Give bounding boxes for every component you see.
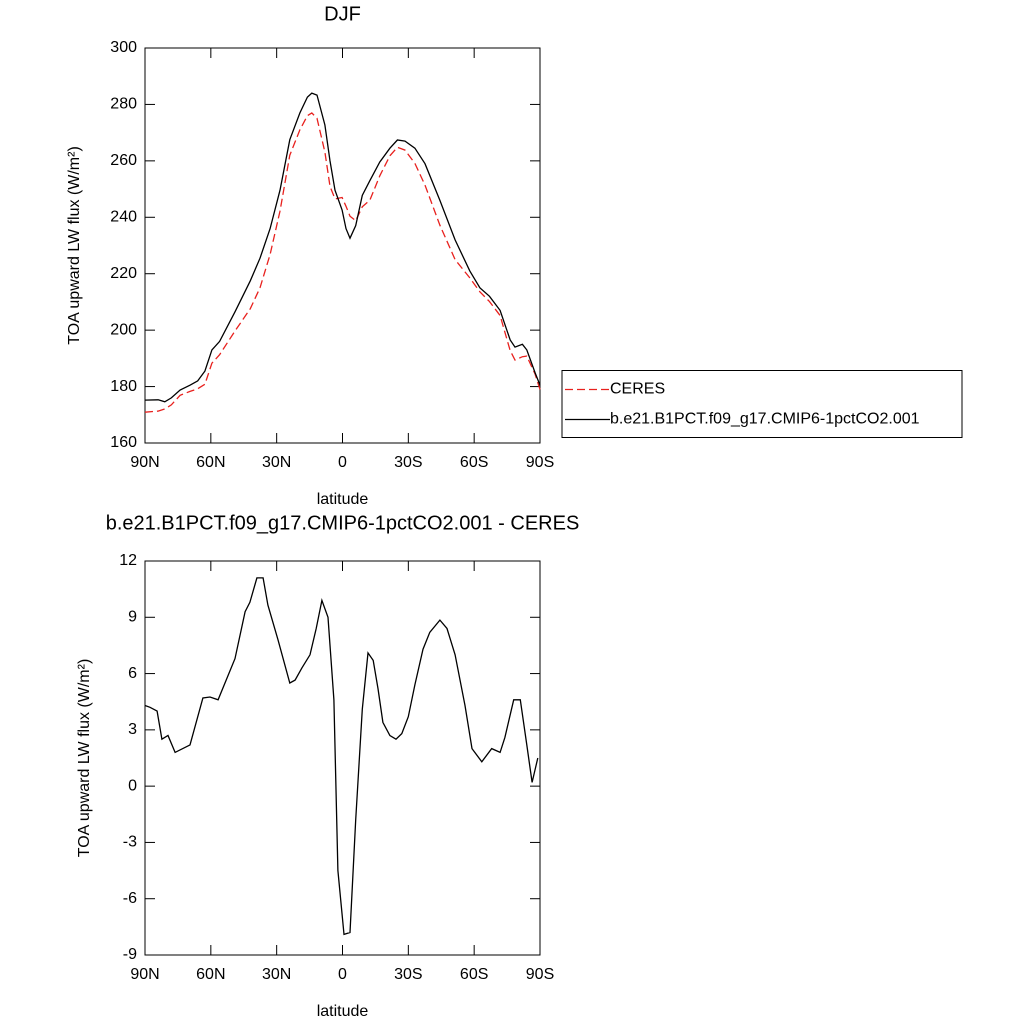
legend-box [561, 370, 963, 438]
y-tick-label: 200 [110, 321, 137, 338]
data-line [144, 92, 541, 403]
x-axis-label: latitude [317, 1003, 369, 1020]
x-tick-label: 30N [262, 966, 291, 983]
y-tick-label: -3 [123, 834, 137, 851]
y-tick-label: -9 [123, 946, 137, 963]
plot-frame [144, 47, 541, 444]
x-axis-label: latitude [317, 491, 369, 508]
x-tick-label: 60S [460, 966, 488, 983]
x-tick-label: 60N [196, 454, 225, 471]
y-tick-label: 9 [128, 609, 137, 626]
y-tick-label: 160 [110, 434, 137, 451]
x-tick-label: 60N [196, 966, 225, 983]
y-tick-label: 260 [110, 152, 137, 169]
y-tick-label: 240 [110, 209, 137, 226]
chart-title: DJF [324, 3, 361, 25]
data-line [144, 112, 541, 413]
y-axis-label: TOA upward LW flux (W/m²) [76, 659, 93, 858]
chart-title: b.e21.B1PCT.f09_g17.CMIP6-1pctCO2.001 - … [106, 512, 580, 534]
y-tick-label: 3 [128, 721, 137, 738]
x-tick-label: 90N [130, 966, 159, 983]
y-tick-label: 300 [110, 39, 137, 56]
y-tick-label: 6 [128, 665, 137, 682]
x-tick-label: 90S [526, 454, 554, 471]
x-tick-label: 0 [338, 454, 347, 471]
legend-label: b.e21.B1PCT.f09_g17.CMIP6-1pctCO2.001 [610, 411, 920, 428]
x-tick-label: 30N [262, 454, 291, 471]
x-tick-label: 30S [394, 454, 422, 471]
plot-frame [144, 560, 541, 956]
y-tick-label: 280 [110, 96, 137, 113]
y-axis-label: TOA upward LW flux (W/m²) [66, 146, 83, 345]
x-tick-label: 0 [338, 966, 347, 983]
y-tick-label: 180 [110, 378, 137, 395]
x-tick-label: 90S [526, 966, 554, 983]
legend-label: CERES [610, 381, 665, 398]
x-tick-label: 30S [394, 966, 422, 983]
x-tick-label: 90N [130, 454, 159, 471]
y-tick-label: -6 [123, 890, 137, 907]
data-line [144, 577, 539, 936]
x-tick-label: 60S [460, 454, 488, 471]
y-tick-label: 12 [119, 552, 137, 569]
y-tick-label: 0 [128, 777, 137, 794]
y-tick-label: 220 [110, 265, 137, 282]
